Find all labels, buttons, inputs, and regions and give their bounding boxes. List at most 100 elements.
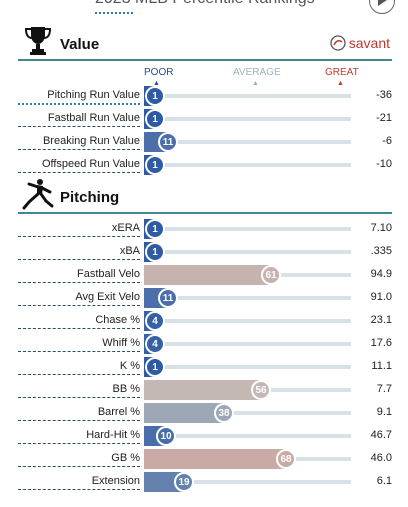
percentile-track bbox=[154, 319, 351, 323]
percentile-track bbox=[154, 250, 351, 254]
metric-value: -10 bbox=[376, 158, 392, 170]
metric-label: Fastball Run Value bbox=[18, 112, 140, 127]
percentile-circle[interactable]: 10 bbox=[156, 426, 176, 446]
percentile-track bbox=[154, 227, 351, 231]
percentile-row[interactable]: Fastball Velo 61 94.9 bbox=[18, 264, 392, 287]
metric-label: Avg Exit Velo bbox=[18, 291, 140, 306]
percentile-circle[interactable]: 68 bbox=[276, 449, 296, 469]
trophy-icon bbox=[24, 27, 52, 55]
percentile-row[interactable]: Extension 19 6.1 bbox=[18, 471, 392, 494]
metric-label: Chase % bbox=[18, 314, 140, 329]
page-title: 2023 MLB Percentile Rankings bbox=[95, 0, 315, 8]
percentile-row[interactable]: Whiff % 4 17.6 bbox=[18, 333, 392, 356]
percentile-circle[interactable]: 38 bbox=[214, 403, 234, 423]
percentile-row[interactable]: Pitching Run Value 1 -36 bbox=[18, 85, 392, 108]
pitcher-icon bbox=[22, 179, 54, 210]
metric-label: K % bbox=[18, 360, 140, 375]
metric-label: Fastball Velo bbox=[18, 268, 140, 283]
metric-label: Breaking Run Value bbox=[18, 135, 140, 150]
percentile-track bbox=[154, 411, 351, 415]
scale-average-label: AVERAGE bbox=[233, 67, 281, 78]
percentile-track bbox=[154, 480, 351, 484]
pitching-rows: xERA 1 7.10 xBA 1 .335 Fastball Velo 61 94.9 Avg … bbox=[18, 218, 392, 494]
percentile-track bbox=[154, 94, 351, 98]
metric-label: Pitching Run Value bbox=[18, 89, 140, 105]
percentile-track bbox=[154, 117, 351, 121]
pitching-section-header: Pitching bbox=[18, 179, 392, 214]
title-underline bbox=[95, 12, 133, 14]
percentile-row[interactable]: BB % 56 7.7 bbox=[18, 379, 392, 402]
percentile-row[interactable]: Breaking Run Value 11 -6 bbox=[18, 131, 392, 154]
percentile-circle[interactable]: 11 bbox=[158, 288, 178, 308]
percentile-bar bbox=[144, 403, 223, 423]
metric-label: xERA bbox=[18, 222, 140, 237]
percentile-circle[interactable]: 1 bbox=[145, 357, 165, 377]
percentile-circle[interactable]: 19 bbox=[174, 472, 194, 492]
metric-value: 7.10 bbox=[370, 222, 392, 234]
metric-value: 46.0 bbox=[370, 452, 392, 464]
metric-value: 7.7 bbox=[376, 383, 392, 395]
pitching-section: Pitching xERA 1 7.10 xBA 1 .335 Fastball Velo 6… bbox=[18, 179, 392, 494]
metric-value: -6 bbox=[382, 135, 392, 147]
percentile-row[interactable]: K % 1 11.1 bbox=[18, 356, 392, 379]
metric-value: 17.6 bbox=[370, 337, 392, 349]
scale-poor-arrow-icon: ▲ bbox=[153, 80, 160, 87]
metric-label: Barrel % bbox=[18, 406, 140, 421]
percentile-bar bbox=[144, 449, 285, 469]
scale-average-arrow-icon: ▲ bbox=[252, 80, 259, 87]
percentile-bar bbox=[144, 472, 183, 492]
metric-value: 46.7 bbox=[370, 429, 392, 441]
play-button[interactable] bbox=[369, 0, 395, 14]
metric-value: 11.1 bbox=[371, 360, 392, 372]
scale-poor-label: POOR bbox=[144, 67, 174, 78]
value-section-header: Value savant bbox=[18, 27, 392, 61]
metric-label: Hard-Hit % bbox=[18, 429, 140, 444]
metric-value: .335 bbox=[370, 245, 392, 257]
value-rows: Pitching Run Value 1 -36 Fastball Run Value… bbox=[18, 85, 392, 177]
percentile-row[interactable]: GB % 68 46.0 bbox=[18, 448, 392, 471]
metric-label: Extension bbox=[18, 475, 140, 490]
percentile-row[interactable]: Barrel % 38 9.1 bbox=[18, 402, 392, 425]
percentile-circle[interactable]: 11 bbox=[158, 132, 178, 152]
metric-value: 9.1 bbox=[376, 406, 392, 418]
percentile-row[interactable]: xERA 1 7.10 bbox=[18, 218, 392, 241]
percentile-circle[interactable]: 56 bbox=[251, 380, 271, 400]
scale-great-arrow-icon: ▲ bbox=[337, 80, 344, 87]
metric-value: 94.9 bbox=[370, 268, 392, 280]
percentile-row[interactable]: Offspeed Run Value 1 -10 bbox=[18, 154, 392, 177]
metric-value: 6.1 bbox=[376, 475, 392, 487]
metric-label: GB % bbox=[18, 452, 140, 467]
metric-value: -21 bbox=[376, 112, 392, 124]
percentile-row[interactable]: Fastball Run Value 1 -21 bbox=[18, 108, 392, 131]
percentile-bar bbox=[144, 265, 270, 285]
percentile-circle[interactable]: 1 bbox=[145, 242, 165, 262]
savant-logo-text: savant bbox=[348, 35, 390, 51]
metric-label: Whiff % bbox=[18, 337, 140, 352]
metric-value: -36 bbox=[376, 89, 392, 101]
savant-logo-icon bbox=[330, 35, 346, 51]
percentile-row[interactable]: Avg Exit Velo 11 91.0 bbox=[18, 287, 392, 310]
percentile-row[interactable]: Chase % 4 23.1 bbox=[18, 310, 392, 333]
percentile-circle[interactable]: 4 bbox=[145, 334, 165, 354]
percentile-circle[interactable]: 1 bbox=[145, 109, 165, 129]
percentile-track bbox=[154, 140, 351, 144]
percentile-track bbox=[154, 342, 351, 346]
percentile-row[interactable]: xBA 1 .335 bbox=[18, 241, 392, 264]
percentile-bar bbox=[144, 380, 260, 400]
value-section-title: Value bbox=[60, 36, 100, 53]
percentile-track bbox=[154, 365, 351, 369]
scale-great-label: GREAT bbox=[325, 67, 359, 78]
percentile-track bbox=[154, 296, 351, 300]
percentile-circle[interactable]: 1 bbox=[145, 155, 165, 175]
percentile-row[interactable]: Hard-Hit % 10 46.7 bbox=[18, 425, 392, 448]
savant-logo[interactable]: savant bbox=[330, 35, 390, 51]
scale-header: POOR AVERAGE GREAT ▲ ▲ ▲ bbox=[18, 61, 392, 97]
percentile-circle[interactable]: 1 bbox=[145, 219, 165, 239]
percentile-circle[interactable]: 4 bbox=[145, 311, 165, 331]
metric-value: 91.0 bbox=[370, 291, 392, 303]
percentile-circle[interactable]: 1 bbox=[145, 86, 165, 106]
metric-label: BB % bbox=[18, 383, 140, 398]
value-section: Value savant POOR AVERAGE GREAT ▲ ▲ ▲ Pi… bbox=[18, 27, 392, 177]
metric-label: Offspeed Run Value bbox=[18, 158, 140, 173]
percentile-circle[interactable]: 61 bbox=[261, 265, 281, 285]
